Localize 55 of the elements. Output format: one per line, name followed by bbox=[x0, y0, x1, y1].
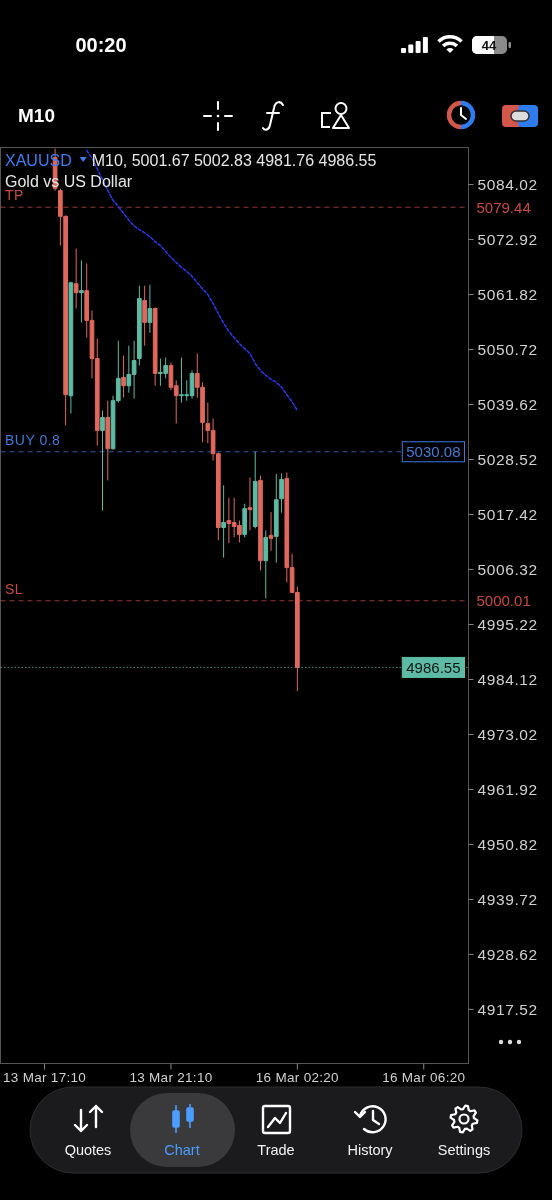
y-tick-label: 5072.92 bbox=[477, 231, 538, 249]
ref-line-label: TP bbox=[5, 187, 24, 204]
y-tick-label: 5050.72 bbox=[477, 341, 538, 359]
candlestick bbox=[279, 472, 284, 514]
candlestick bbox=[121, 355, 126, 399]
candlestick bbox=[105, 400, 111, 481]
y-tick-label: 5039.62 bbox=[477, 396, 538, 414]
y-tick-label: 4939.72 bbox=[477, 890, 538, 908]
candlestick bbox=[100, 410, 105, 512]
candlestick bbox=[247, 476, 253, 531]
x-tick-label: 16 Mar 02:20 bbox=[255, 1069, 339, 1085]
candlestick bbox=[252, 451, 258, 529]
annotation: 5030.08 bbox=[406, 443, 461, 461]
y-tick-label: 5006.32 bbox=[477, 560, 538, 578]
text: History bbox=[347, 1142, 394, 1158]
y-tick-label: 4950.82 bbox=[477, 835, 538, 853]
candlestick bbox=[68, 281, 74, 415]
candlestick bbox=[137, 285, 142, 366]
text: Quotes bbox=[64, 1142, 112, 1158]
candlestick bbox=[221, 484, 226, 559]
y-tick-label: 4928.62 bbox=[477, 945, 538, 963]
text: Chart bbox=[164, 1142, 200, 1158]
candlestick bbox=[79, 259, 84, 323]
y-tick-label: 4984.12 bbox=[477, 670, 538, 688]
y-tick-label: 4917.52 bbox=[477, 1000, 538, 1018]
text: 44 bbox=[481, 38, 497, 53]
candlestick bbox=[152, 307, 158, 387]
y-tick-label: 5017.42 bbox=[477, 505, 538, 523]
y-tick-label: 4995.22 bbox=[477, 615, 538, 633]
x-tick-label: 16 Mar 06:20 bbox=[382, 1069, 466, 1085]
candlestick bbox=[258, 474, 263, 572]
ref-line-label: SL bbox=[5, 580, 24, 597]
candlestick bbox=[263, 529, 269, 599]
text: Trade bbox=[257, 1142, 295, 1158]
text: 5000.01 bbox=[476, 592, 531, 610]
y-tick-label: 5084.02 bbox=[477, 176, 538, 194]
text: 00:20 bbox=[75, 34, 127, 56]
text: M10 bbox=[18, 105, 55, 126]
candlestick bbox=[73, 248, 79, 310]
y-tick-label: 4973.02 bbox=[477, 725, 538, 743]
candlestick bbox=[242, 503, 248, 538]
candlestick bbox=[268, 511, 274, 552]
candlestick bbox=[273, 473, 279, 564]
x-tick-label: 13 Mar 21:10 bbox=[129, 1069, 213, 1085]
candlestick bbox=[142, 285, 147, 347]
annotation: 4986.55 bbox=[406, 658, 461, 676]
candlestick bbox=[147, 284, 153, 334]
text: Settings bbox=[437, 1142, 491, 1158]
ref-line-label: BUY 0.8 bbox=[5, 431, 61, 448]
x-tick-label: 13 Mar 17:10 bbox=[3, 1069, 87, 1085]
y-tick-label: 5028.52 bbox=[477, 451, 538, 468]
y-tick-label: 4961.92 bbox=[477, 780, 538, 798]
text: 5079.44 bbox=[476, 198, 531, 216]
y-tick-label: 5061.82 bbox=[477, 286, 538, 304]
annotation: M10, 5001.67 5002.83 4981.76 4986.55 bbox=[91, 152, 377, 169]
